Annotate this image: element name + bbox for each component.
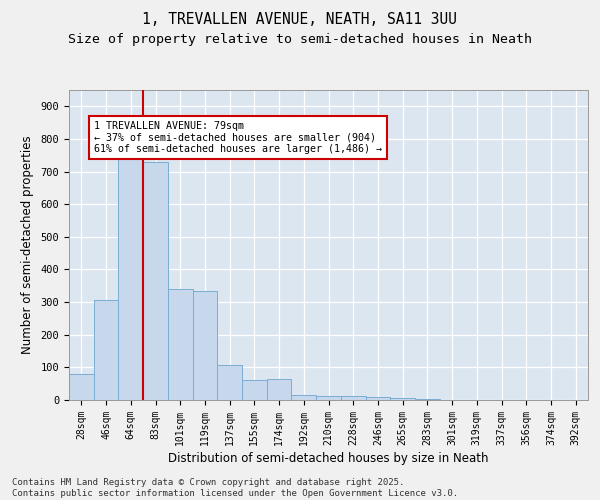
Bar [365,396,390,400]
Bar [168,289,193,400]
Bar [69,374,94,400]
Bar [292,396,316,400]
Bar [94,300,118,400]
Bar [242,380,267,400]
Bar [143,162,168,400]
Bar [217,365,242,400]
Text: 1 TREVALLEN AVENUE: 79sqm
← 37% of semi-detached houses are smaller (904)
61% of: 1 TREVALLEN AVENUE: 79sqm ← 37% of semi-… [94,121,382,154]
Text: 1, TREVALLEN AVENUE, NEATH, SA11 3UU: 1, TREVALLEN AVENUE, NEATH, SA11 3UU [143,12,458,28]
Bar [118,156,143,400]
Bar [390,398,415,400]
Bar [267,379,292,400]
Bar [341,396,365,400]
Text: Contains HM Land Registry data © Crown copyright and database right 2025.
Contai: Contains HM Land Registry data © Crown c… [12,478,458,498]
Text: Size of property relative to semi-detached houses in Neath: Size of property relative to semi-detach… [68,32,532,46]
Y-axis label: Number of semi-detached properties: Number of semi-detached properties [20,136,34,354]
X-axis label: Distribution of semi-detached houses by size in Neath: Distribution of semi-detached houses by … [168,452,489,465]
Bar [193,290,217,400]
Bar [316,396,341,400]
